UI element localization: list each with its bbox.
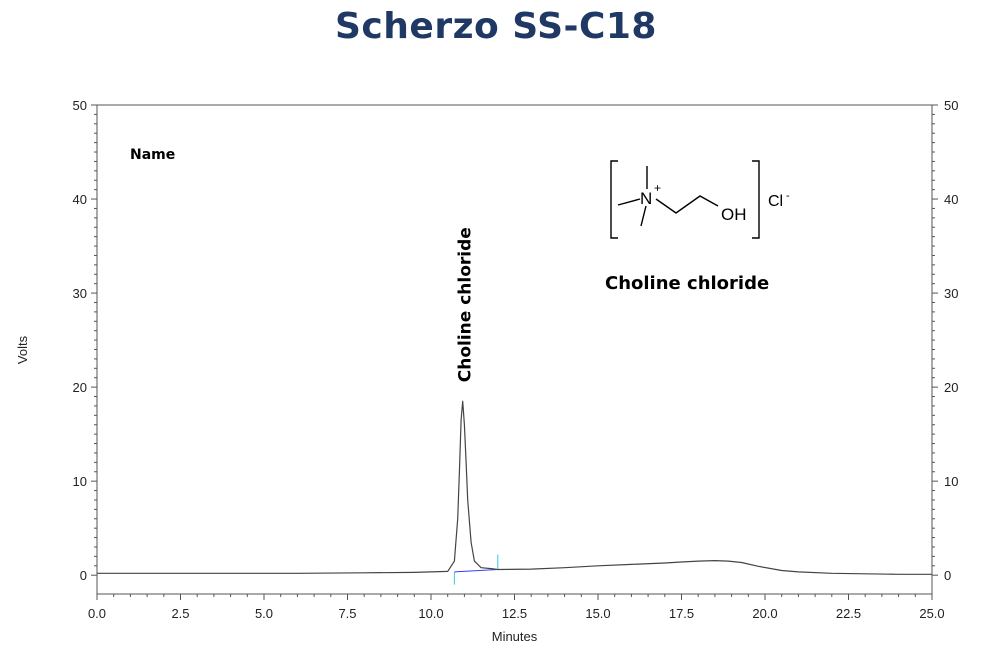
x-tick-label: 5.0	[255, 606, 273, 621]
x-tick-label: 22.5	[836, 606, 861, 621]
chart-title: Scherzo SS-C18	[335, 6, 657, 47]
ethyl-chain	[655, 195, 719, 214]
choline-structure	[610, 160, 760, 239]
y-right-tick-label: 10	[944, 474, 958, 489]
y-right-tick-label: 40	[944, 192, 958, 207]
structure-cl: Cl	[768, 193, 783, 210]
structure-plus: +	[654, 181, 661, 195]
structure-minus: -	[786, 190, 790, 202]
chromatogram-trace	[97, 400, 932, 575]
structure-n: N	[640, 189, 652, 208]
x-tick-label: 25.0	[919, 606, 944, 621]
y-left-tick-label: 30	[73, 286, 87, 301]
y-right-tick-label: 50	[944, 98, 958, 113]
x-tick-label: 7.5	[338, 606, 356, 621]
x-tick-label: 15.0	[585, 606, 610, 621]
methyl-bond-left	[617, 198, 641, 206]
trace-layer	[97, 400, 932, 585]
y-left-tick-label: 40	[73, 192, 87, 207]
peak-label: Choline chloride	[456, 227, 476, 382]
x-tick-label: 12.5	[502, 606, 527, 621]
right-bracket	[752, 160, 760, 239]
y-left-tick-label: 0	[80, 568, 87, 583]
axis-ticks: 0.0 2.5 5.0 7.5 10.0 12.5 15.0 17.5 20.0 22.5 25.0…	[73, 98, 959, 621]
y-right-tick-label: 30	[944, 286, 958, 301]
plot-frame	[96, 104, 933, 595]
x-axis-title: Minutes	[492, 629, 538, 644]
axes-frame	[96, 104, 933, 595]
y-right-tick-label: 0	[944, 568, 951, 583]
compound-name: Choline chloride	[605, 273, 769, 294]
legend-name-label: Name	[130, 147, 175, 163]
x-tick-label: 0.0	[88, 606, 106, 621]
x-tick-label: 2.5	[171, 606, 189, 621]
y-left-tick-label: 50	[73, 98, 87, 113]
y-left-tick-label: 20	[73, 380, 87, 395]
x-tick-label: 17.5	[669, 606, 694, 621]
x-tick-label: 10.0	[418, 606, 443, 621]
y-right-tick-label: 20	[944, 380, 958, 395]
y-left-tick-label: 10	[73, 474, 87, 489]
methyl-bond-bottom	[640, 205, 647, 227]
x-tick-label: 20.0	[752, 606, 777, 621]
structure-oh: OH	[721, 205, 747, 224]
integration-baseline	[454, 569, 498, 573]
left-bracket	[610, 160, 618, 239]
y-axis-title: Volts	[15, 335, 30, 364]
